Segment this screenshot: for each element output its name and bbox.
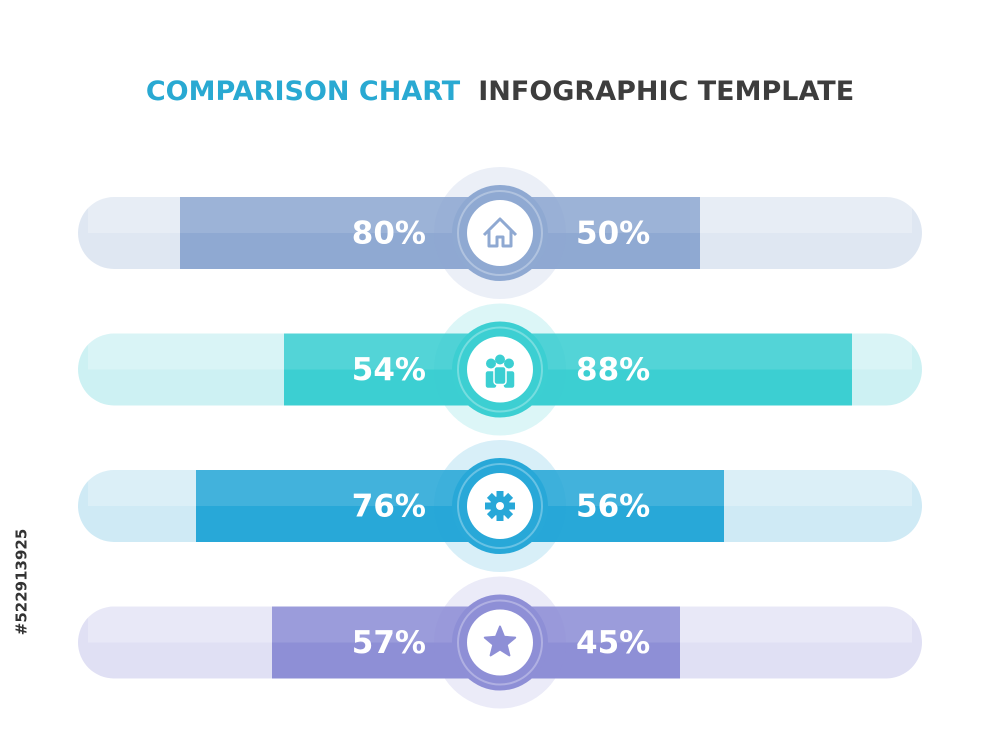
subtitle-part: INFOGRAPHIC TEMPLATE [478,76,854,107]
value-label: 80% [352,216,426,252]
bar [500,333,852,406]
value-label: 76% [352,489,426,525]
bar [180,197,500,269]
title-part: COMPARISON CHART [146,76,461,107]
icon-gear-tooth [496,491,504,499]
icon-head [495,354,505,365]
icon-star [483,625,517,657]
icon [483,625,517,657]
icon-body [493,365,507,386]
icon [484,354,516,390]
value-label: 45% [576,625,650,661]
value-label: 88% [576,352,650,388]
rows: 80% 50% 54% 88% 76% 56% 57% 45% [78,167,922,709]
stock-id: #522913925 [13,529,31,636]
icon-head [504,358,514,369]
icon-gear-hole [496,502,504,510]
value-label: 50% [576,216,650,252]
value-label: 56% [576,489,650,525]
icon-disc [467,200,533,266]
bar-highlight [500,333,852,370]
bar-highlight [196,470,500,506]
value-label: 57% [352,625,426,661]
bar [196,470,500,542]
bar-highlight [180,197,500,233]
title: COMPARISON CHART INFOGRAPHIC TEMPLATE [146,76,854,107]
icon-gear-tooth [496,513,504,521]
icon-head [486,358,496,369]
icon-house [482,217,518,248]
icon [485,491,515,521]
icon [482,217,518,248]
value-label: 54% [352,352,426,388]
